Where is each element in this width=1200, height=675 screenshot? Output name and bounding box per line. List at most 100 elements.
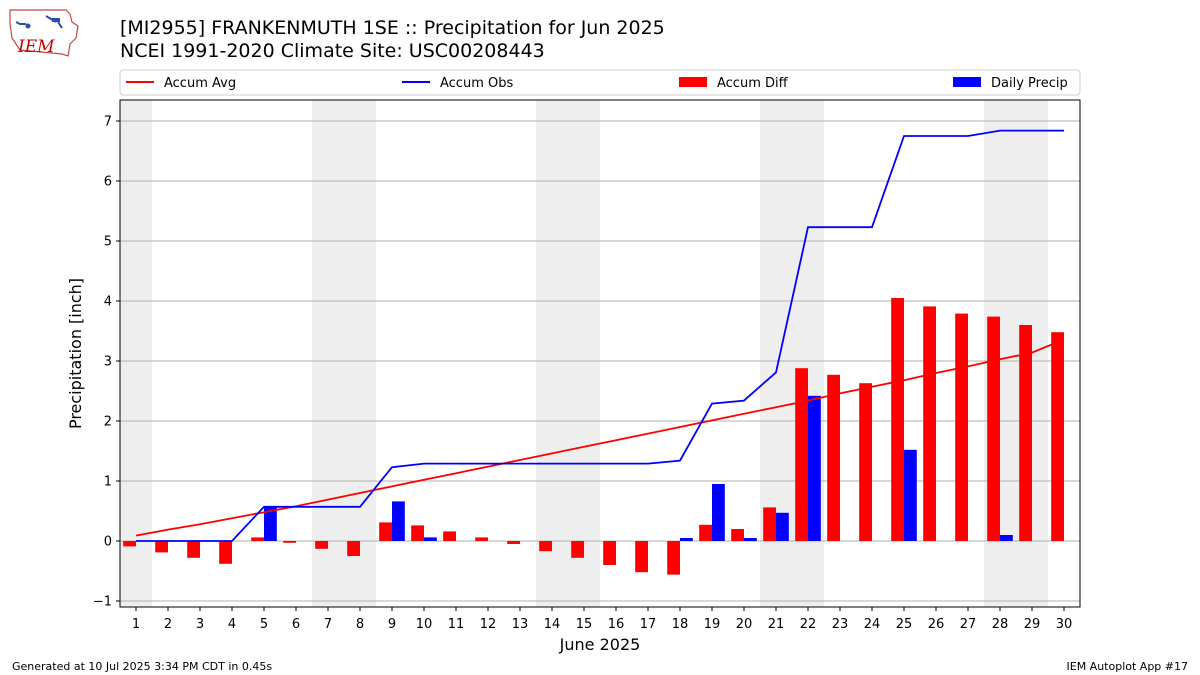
accum-diff-bar [315,541,328,549]
accum-obs-line [136,129,1064,542]
accum-diff-bar [251,537,264,541]
iem-logo: IEM [9,9,79,57]
x-tick-label: 11 [448,617,465,632]
y-tick-label: 1 [104,475,112,490]
y-tick-label: 4 [104,295,112,310]
daily-precip-bar [392,501,405,541]
accum-diff-bar [123,541,136,547]
accum-diff-bar [347,541,360,556]
accum-diff-bar [635,541,648,573]
daily-precip-bar [776,512,789,541]
accum-diff-bar [955,313,968,541]
x-tick-label: 1 [132,617,140,632]
x-tick-label: 12 [480,617,497,632]
x-tick-label: 6 [292,617,300,632]
accum-diff-bar [731,529,744,541]
legend-box [119,69,1081,96]
x-tick-label: 26 [928,617,945,632]
accum-diff-bar [987,316,1000,541]
plot-frame [119,99,1081,608]
weekend-band [120,100,152,607]
y-tick-label: 5 [104,235,112,250]
x-tick-label: 21 [768,617,785,632]
daily-precip-bar [904,449,917,541]
daily-precip-bar [712,484,725,541]
generated-footer: Generated at 10 Jul 2025 3:34 PM CDT in … [12,660,273,673]
daily-precip-bar [744,538,757,541]
daily-precip-bar [424,537,437,541]
app-footer: IEM Autoplot App #17 [1066,660,1189,673]
y-tick-label: 7 [104,115,112,130]
x-tick-label: 14 [544,617,561,632]
daily-precip-bar [808,395,821,541]
x-tick-label: 19 [704,617,721,632]
x-tick-label: 8 [356,617,364,632]
legend-label: Daily Precip [991,76,1068,91]
x-tick-label: 29 [1024,617,1041,632]
legend-label: Accum Obs [440,76,513,91]
x-tick-label: 25 [896,617,913,632]
accum-diff-bar [923,306,936,541]
weekend-band [344,100,376,607]
accum-diff-bar [667,541,680,575]
x-tick-label: 22 [800,617,817,632]
x-tick-label: 28 [992,617,1009,632]
y-tick-label: 6 [104,175,112,190]
x-tick-label: 24 [864,617,881,632]
legend-swatch-bar [679,77,707,87]
y-tick-label: 2 [104,415,112,430]
x-tick-label: 5 [260,617,268,632]
accum-diff-bar [507,541,520,544]
x-tick-label: 17 [640,617,657,632]
x-tick-label: 2 [164,617,172,632]
accum-diff-bar [795,368,808,541]
y-axis-label: Precipitation [inch] [66,278,85,429]
chart-title: [MI2955] FRANKENMUTH 1SE :: Precipitatio… [120,17,665,39]
accum-diff-bar [1019,325,1032,541]
accum-diff-bar [891,298,904,541]
y-tick-label: −1 [93,595,112,610]
accum-diff-bar [859,383,872,541]
accum-diff-bar [155,541,168,553]
accum-diff-bar [1051,332,1064,541]
accum-diff-bar [603,541,616,565]
x-tick-label: 9 [388,617,396,632]
accum-diff-bar [443,531,456,541]
accum-diff-bar [763,507,776,541]
x-tick-label: 18 [672,617,689,632]
x-tick-label: 10 [416,617,433,632]
x-tick-label: 4 [228,617,236,632]
logo-text: IEM [17,37,55,57]
x-tick-label: 20 [736,617,753,632]
y-tick-label: 3 [104,355,112,370]
accum-diff-bar [187,541,200,558]
weekend-band [568,100,600,607]
x-tick-label: 3 [196,617,204,632]
y-tick-label: 0 [104,535,112,550]
x-tick-label: 23 [832,617,849,632]
accum-diff-bar [539,541,552,552]
accum-diff-bar [571,541,584,558]
accum-diff-bar [827,374,840,541]
x-tick-label: 30 [1056,617,1073,632]
daily-precip-bar [1000,535,1013,541]
accum-diff-bar [219,541,232,564]
chart-subtitle: NCEI 1991-2020 Climate Site: USC00208443 [120,40,545,62]
daily-precip-bar [264,506,277,541]
x-tick-label: 7 [324,617,332,632]
weekend-band [312,100,344,607]
x-tick-label: 13 [512,617,529,632]
daily-precip-bar [680,538,693,541]
weekend-band [536,100,568,607]
accum-diff-bar [283,541,296,543]
legend-label: Accum Diff [717,76,789,91]
accum-diff-bar [379,522,392,541]
x-axis-label: June 2025 [559,635,641,654]
x-tick-label: 27 [960,617,977,632]
accum-diff-bar [411,525,424,541]
accum-diff-bar [699,524,712,541]
legend-swatch-bar [953,77,981,87]
x-tick-label: 16 [608,617,625,632]
legend-label: Accum Avg [164,76,236,91]
